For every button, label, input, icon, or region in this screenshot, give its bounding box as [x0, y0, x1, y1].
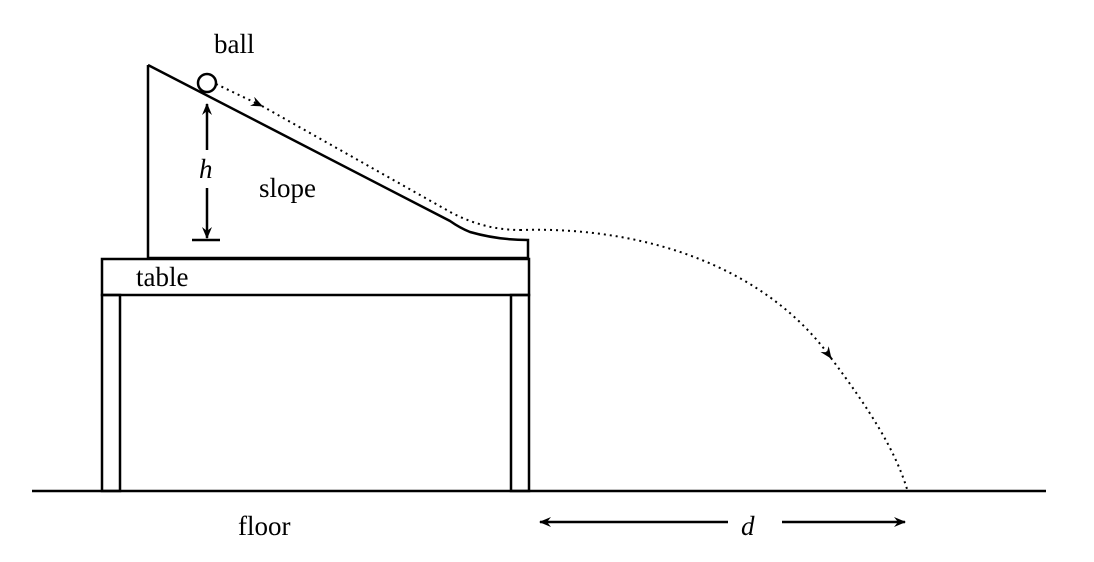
- height-label: h: [199, 154, 213, 184]
- trajectory-along-slope: [261, 105, 521, 231]
- trajectory-flight: [519, 228, 832, 359]
- table-label: table: [136, 262, 188, 292]
- trajectory-on-slope: [215, 83, 263, 107]
- table-leg-left: [100, 293, 122, 493]
- ball-label: ball: [214, 29, 255, 59]
- distance-label: d: [741, 511, 755, 541]
- table-leg-right: [509, 293, 531, 493]
- ball-icon: [196, 72, 218, 94]
- trajectory-landing: [830, 357, 908, 490]
- table: [100, 257, 531, 493]
- slope-label: slope: [259, 173, 316, 203]
- floor-label: floor: [238, 511, 290, 541]
- slope-ramp: [146, 63, 530, 260]
- height-indicator: [192, 103, 220, 242]
